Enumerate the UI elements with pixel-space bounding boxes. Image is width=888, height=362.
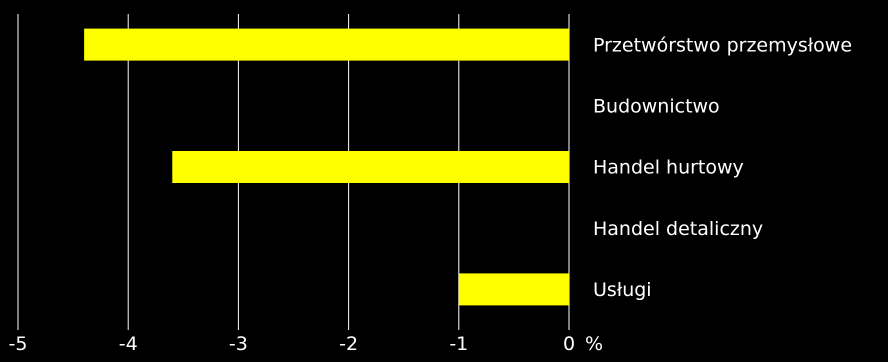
x-tick-label: -5 bbox=[9, 333, 28, 355]
x-tick-label: -1 bbox=[449, 333, 468, 355]
category-label: Handel hurtowy bbox=[593, 157, 744, 179]
category-label: Przetwórstwo przemysłowe bbox=[593, 34, 852, 56]
bar bbox=[84, 28, 570, 61]
x-axis-unit-label: % bbox=[585, 333, 603, 355]
x-tick-label: 0 bbox=[563, 333, 575, 355]
x-tick-label: -4 bbox=[119, 333, 138, 355]
bar bbox=[458, 273, 569, 306]
category-labels: Przetwórstwo przemysłowe Budownictwo Hande… bbox=[593, 34, 852, 301]
category-label: Budownictwo bbox=[593, 95, 720, 117]
category-label: Handel detaliczny bbox=[593, 218, 763, 240]
x-tick-label: -3 bbox=[229, 333, 248, 355]
x-tick-label: -2 bbox=[339, 333, 358, 355]
bars bbox=[84, 28, 570, 306]
bar bbox=[172, 151, 569, 183]
category-label: Usługi bbox=[593, 279, 652, 301]
x-axis-ticks: -5 -4 -3 -2 -1 0 bbox=[9, 333, 576, 355]
